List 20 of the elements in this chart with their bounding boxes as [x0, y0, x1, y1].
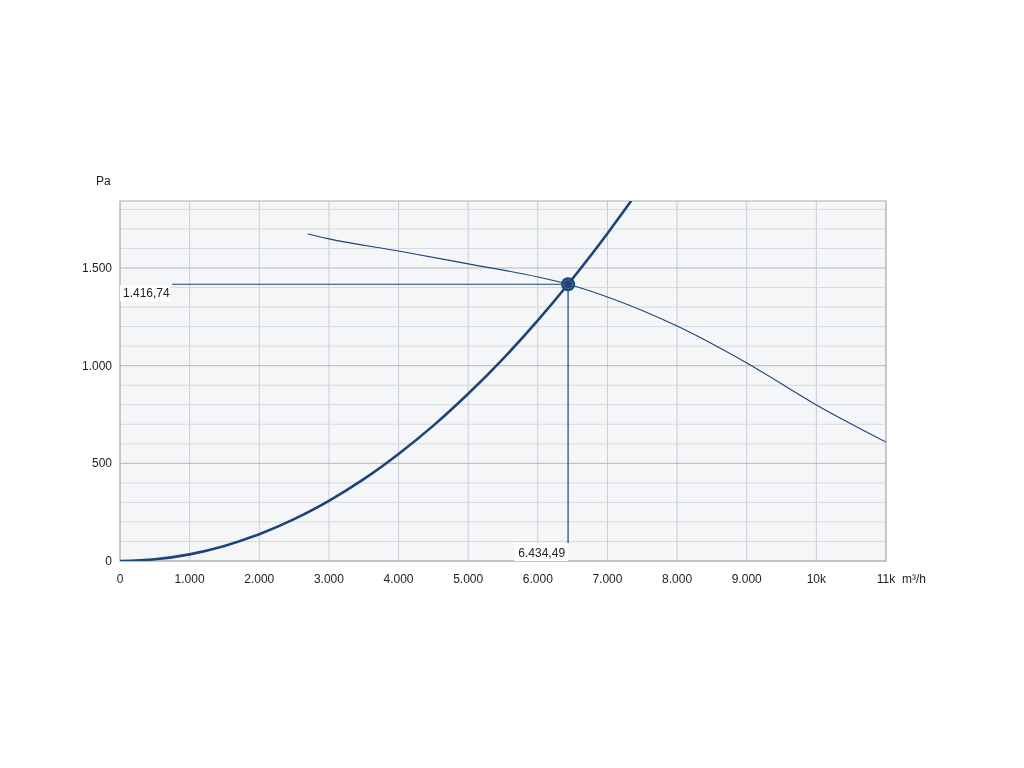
x-tick-label: 7.000 — [592, 572, 623, 586]
x-tick-label: 4.000 — [383, 572, 414, 586]
y-tick-label: 1.000 — [81, 358, 113, 373]
x-tick-label: 11k — [876, 572, 897, 586]
x-tick-label: 9.000 — [731, 572, 763, 586]
x-tick-label: 10k — [806, 572, 828, 586]
x-tick-label: 3.000 — [313, 572, 345, 586]
y-tick-label: 0 — [105, 554, 113, 568]
y-axis-title: Pa — [96, 174, 111, 188]
x-tick-label: 5.000 — [453, 572, 484, 586]
y-tick-label: 500 — [91, 456, 113, 471]
ref-line-label: 1.416,74 — [123, 286, 171, 301]
x-tick-label: 1.000 — [174, 572, 205, 586]
x-axis-title: m³/h — [902, 572, 926, 586]
x-tick-label: 6.000 — [522, 572, 554, 586]
x-tick-label: 8.000 — [662, 572, 693, 586]
y-tick-label: 1.500 — [81, 261, 113, 275]
x-tick-label: 0 — [116, 572, 124, 586]
ref-line-label: 6.434,49 — [518, 546, 566, 560]
x-tick-label: 2.000 — [244, 572, 275, 586]
